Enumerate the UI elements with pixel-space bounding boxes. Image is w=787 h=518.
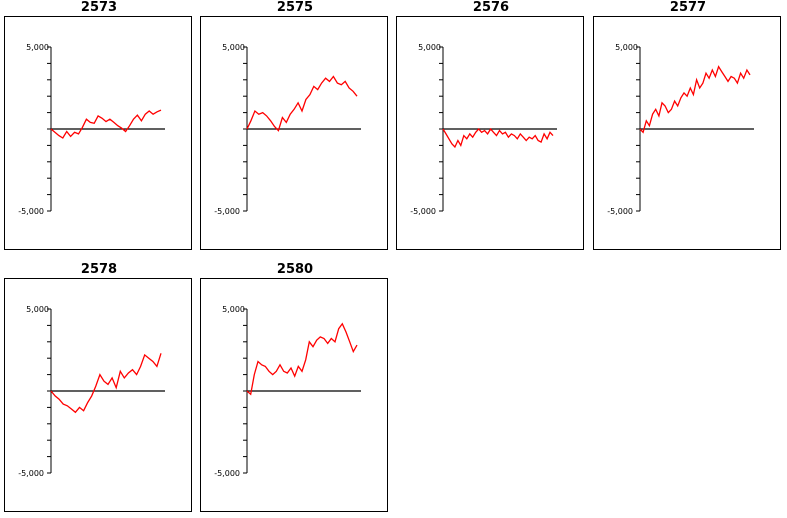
- series-line: [50, 353, 162, 414]
- chart-panel: 5,000 -5,000: [200, 278, 388, 512]
- chart-svg: 5,000 -5,000: [607, 43, 754, 216]
- chart-svg: 5,000 -5,000: [214, 305, 361, 478]
- series-line: [50, 109, 162, 139]
- panel-title: 2575: [276, 0, 314, 15]
- y-tick-label-max: 5,000: [615, 43, 638, 52]
- chart-svg: 5,000 -5,000: [18, 43, 165, 216]
- y-tick-label-max: 5,000: [222, 305, 245, 314]
- y-tick-label-min: -5,000: [410, 207, 436, 216]
- y-tick-label-min: -5,000: [18, 469, 44, 478]
- y-tick-label-min: -5,000: [214, 207, 240, 216]
- series-line: [246, 75, 358, 132]
- panel-title: 2573: [80, 0, 118, 15]
- panel-title: 2578: [80, 262, 118, 277]
- y-tick-label-min: -5,000: [607, 207, 633, 216]
- y-tick-label-max: 5,000: [418, 43, 441, 52]
- panel-title: 2577: [669, 0, 707, 15]
- chart-panel: 5,000 -5,000: [4, 16, 192, 250]
- chart-panel: 5,000 -5,000: [4, 278, 192, 512]
- y-tick-label-max: 5,000: [26, 305, 49, 314]
- series-line: [442, 127, 554, 149]
- y-tick-label-max: 5,000: [26, 43, 49, 52]
- panel-title: 2576: [472, 0, 510, 15]
- chart-panel: 5,000 -5,000: [396, 16, 584, 250]
- chart-svg: 5,000 -5,000: [18, 305, 165, 478]
- y-tick-label-max: 5,000: [222, 43, 245, 52]
- y-tick-label-min: -5,000: [214, 469, 240, 478]
- panel-title: 2580: [276, 262, 314, 277]
- y-tick-label-min: -5,000: [18, 207, 44, 216]
- chart-panel: 5,000 -5,000: [593, 16, 781, 250]
- chart-svg: 5,000 -5,000: [214, 43, 361, 216]
- chart-svg: 5,000 -5,000: [410, 43, 557, 216]
- chart-panel: 5,000 -5,000: [200, 16, 388, 250]
- series-line: [639, 65, 751, 134]
- series-line: [246, 322, 358, 396]
